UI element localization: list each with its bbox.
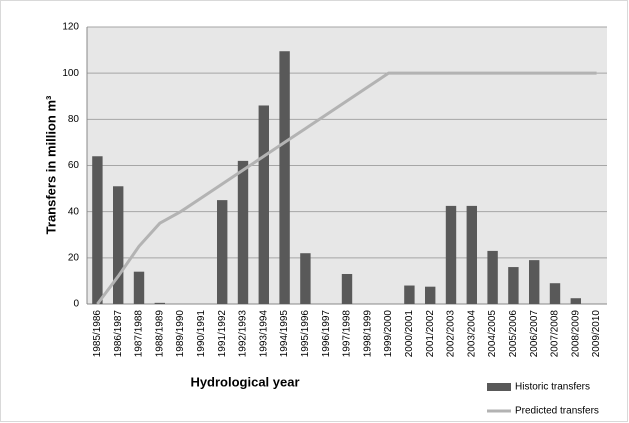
- bar: [154, 302, 165, 304]
- bar: [341, 273, 353, 304]
- bar: [570, 298, 581, 304]
- x-tick-label: 1985/1986: [92, 310, 103, 358]
- bar: [425, 286, 436, 304]
- x-tick-label: 2002/2003: [446, 310, 457, 358]
- bar: [237, 160, 249, 304]
- bar: [549, 283, 561, 304]
- bar: [133, 271, 145, 304]
- x-tick-label: 2006/2007: [529, 310, 540, 358]
- y-tick-label: 80: [68, 114, 80, 125]
- x-tick-label: 2009/2010: [591, 310, 602, 358]
- bar: [300, 253, 311, 304]
- y-tick-label: 0: [73, 299, 79, 310]
- y-tick-label: 100: [62, 68, 79, 79]
- x-tick-label: 1988/1989: [154, 310, 165, 358]
- x-tick-label: 1999/2000: [383, 310, 394, 358]
- x-tick-label: 2008/2009: [570, 310, 581, 358]
- x-axis-title: Hydrological year: [190, 374, 299, 389]
- legend-label: Historic transfers: [515, 382, 590, 393]
- x-tick-label: 1991/1992: [217, 310, 228, 358]
- y-tick-label: 40: [68, 206, 80, 217]
- x-tick-label: 1995/1996: [300, 310, 311, 358]
- x-tick-label: 2000/2001: [404, 310, 415, 358]
- bar: [217, 200, 228, 304]
- bar: [279, 51, 290, 304]
- bar: [404, 285, 415, 304]
- y-tick-label: 120: [62, 22, 79, 33]
- x-tick-label: 2001/2002: [425, 310, 436, 358]
- bar: [258, 105, 269, 304]
- legend-label: Predicted transfers: [515, 406, 599, 417]
- bar: [113, 186, 124, 304]
- bar: [445, 205, 457, 304]
- x-tick-label: 2003/2004: [466, 310, 477, 358]
- y-tick-label: 20: [68, 252, 80, 263]
- x-tick-label: 1998/1999: [362, 310, 373, 358]
- y-tick-label: 60: [68, 160, 80, 171]
- bar: [508, 267, 519, 304]
- x-tick-label: 1987/1988: [134, 310, 145, 358]
- x-tick-label: 1986/1987: [113, 310, 124, 358]
- x-tick-label: 1989/1990: [175, 310, 186, 358]
- line: [96, 71, 597, 305]
- bar: [487, 250, 498, 304]
- x-tick-label: 2005/2006: [508, 310, 519, 358]
- x-tick-label: 1994/1995: [279, 310, 290, 358]
- x-tick-label: 1993/1994: [258, 310, 269, 358]
- x-tick-label: 1996/1997: [321, 310, 332, 358]
- x-tick-label: 1992/1993: [238, 310, 249, 358]
- bar: [92, 156, 103, 304]
- bar: [466, 205, 477, 304]
- legend-swatch: [487, 383, 511, 391]
- x-tick-label: 1990/1991: [196, 310, 207, 358]
- x-tick-label: 2004/2005: [487, 310, 498, 358]
- x-tick-label: 1997/1998: [342, 310, 353, 358]
- y-axis-title: Transfers in million m³: [43, 95, 58, 234]
- bar: [529, 260, 540, 304]
- x-tick-label: 2007/2008: [550, 310, 561, 358]
